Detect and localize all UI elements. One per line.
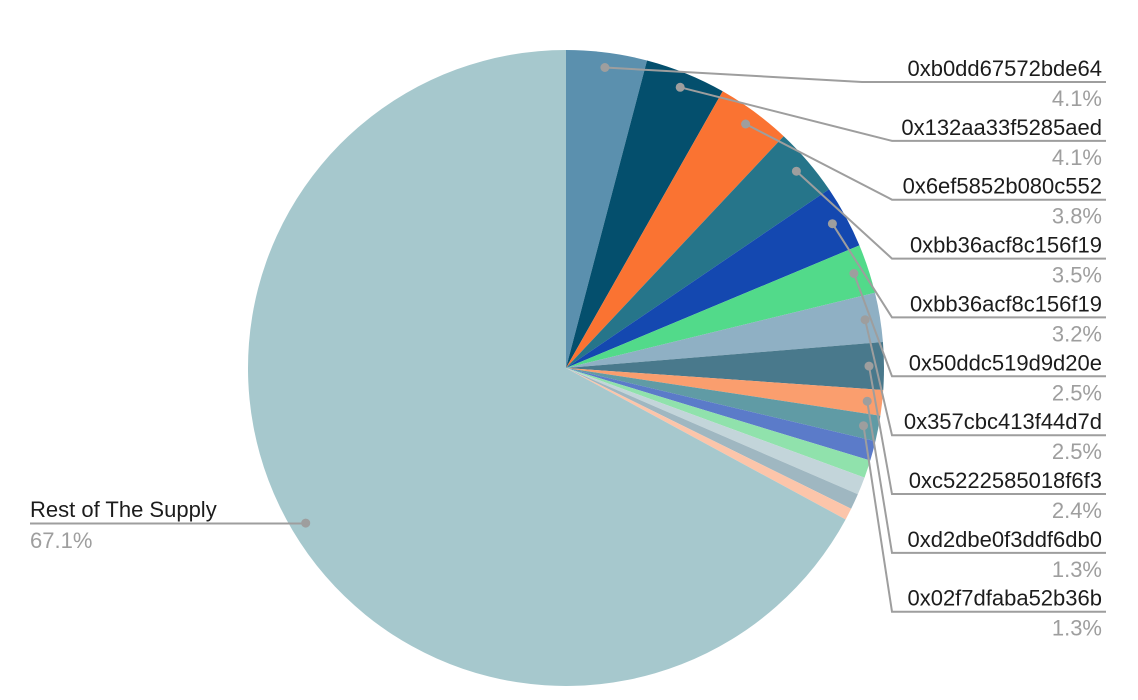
callout-dot (675, 82, 685, 92)
callout-percent: 67.1% (30, 528, 92, 553)
callout-dot (862, 396, 872, 406)
callout-address: 0xb0dd67572bde64 (907, 56, 1102, 81)
pie-slice-5[interactable] (566, 245, 875, 368)
pie-slice-14[interactable] (566, 368, 852, 520)
callout-percent: 3.8% (1052, 204, 1102, 229)
callout-percent: 2.5% (1052, 439, 1102, 464)
callout-dot (864, 361, 874, 371)
callout-line (831, 223, 1106, 319)
pie-slice-2[interactable] (566, 91, 784, 368)
callout-percent: 3.5% (1052, 263, 1102, 288)
callout-address: 0x50ddc519d9d20e (909, 350, 1102, 375)
callout-address: 0x357cbc413f44d7d (904, 409, 1102, 434)
callout-percent: 1.3% (1052, 557, 1102, 582)
callout-dot (827, 219, 837, 229)
callout-dot (791, 166, 801, 176)
callout-address: 0xc5222585018f6f3 (909, 468, 1102, 493)
callout-line (679, 86, 1106, 142)
callout-line (745, 123, 1106, 201)
pie-slice-6[interactable] (566, 292, 883, 368)
callout-address: 0x02f7dfaba52b36b (907, 586, 1102, 611)
callout-percent: 2.5% (1052, 380, 1102, 405)
callout-dot (849, 269, 859, 278)
callout-dot (301, 518, 311, 528)
pie-slice-15[interactable] (247, 50, 846, 686)
pie-slice-7[interactable] (566, 342, 884, 390)
pie-slice-12[interactable] (566, 368, 865, 495)
callout-percent: 2.4% (1052, 498, 1102, 523)
callout-address: 0xbb36acf8c156f19 (910, 291, 1102, 316)
callout-line (868, 365, 1106, 495)
pie-slice-4[interactable] (566, 189, 860, 368)
callout-percent: 1.3% (1052, 616, 1102, 641)
callout-dot (741, 119, 751, 129)
pie-slice-13[interactable] (566, 368, 858, 509)
callout-line (862, 425, 1106, 613)
callout-line (866, 401, 1106, 554)
callout-line (864, 319, 1106, 437)
callout-percent: 3.2% (1052, 321, 1102, 346)
pie-slice-3[interactable] (566, 136, 830, 368)
pie-slice-9[interactable] (566, 368, 881, 442)
pie-slice-1[interactable] (566, 60, 723, 369)
callout-address: Rest of The Supply (30, 497, 217, 522)
callout-address: 0x6ef5852b080c552 (903, 174, 1102, 199)
callout-percent: 4.1% (1052, 145, 1102, 170)
callout-percent: 4.1% (1052, 86, 1102, 111)
pie-slice-10[interactable] (566, 368, 876, 461)
callout-dot (600, 63, 610, 72)
callout-dot (859, 421, 868, 431)
callout-dot (860, 315, 870, 325)
pie-slice-0[interactable] (566, 50, 648, 368)
callout-address: 0x132aa33f5285aed (901, 115, 1102, 140)
callout-line (852, 273, 1106, 378)
pie-slice-8[interactable] (566, 368, 884, 416)
callout-address: 0xbb36acf8c156f19 (910, 233, 1102, 258)
callout-line (795, 170, 1106, 260)
pie-slice-11[interactable] (566, 368, 871, 478)
callout-address: 0xd2dbe0f3ddf6db0 (907, 527, 1102, 552)
callout-line (604, 66, 1106, 83)
